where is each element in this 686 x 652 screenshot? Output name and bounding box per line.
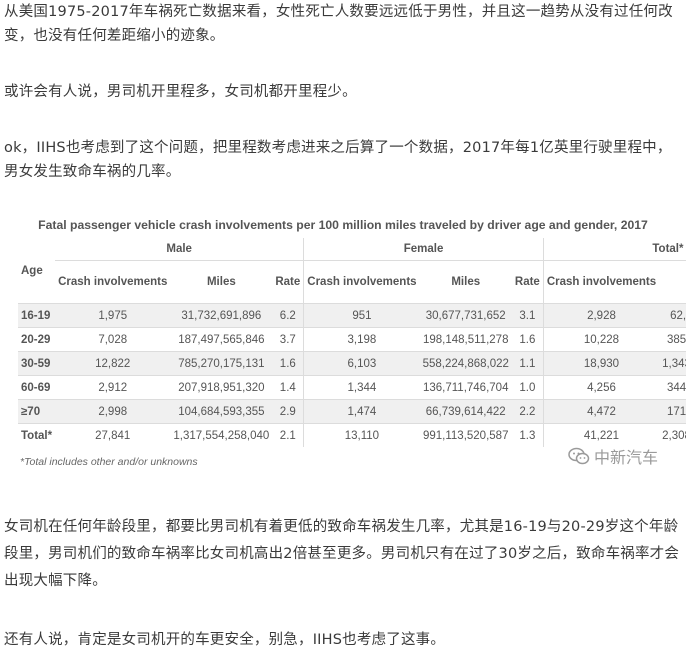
crash-rate-table-image: Fatal passenger vehicle crash involvemen… (14, 210, 686, 478)
female-rate-cell: 1.3 (511, 423, 544, 447)
table-row-total: Total* 27,841 1,317,554,258,040 2.1 13,1… (18, 423, 686, 447)
female-crash-cell: 951 (303, 303, 420, 328)
male-crash-cell: 27,841 (55, 423, 171, 447)
male-rate-cell: 6.2 (272, 303, 304, 328)
total-crash-cell: 2,928 (542, 303, 660, 328)
female-crash-cell: 1,344 (303, 375, 420, 400)
male-rate-cell: 2.1 (272, 423, 304, 447)
male-miles-cell: 1,317,554,258,040 (170, 423, 273, 447)
col-header-crash: Crash involvements (542, 260, 660, 304)
male-crash-cell: 1,975 (55, 303, 171, 328)
crash-rate-table: Age Male Female Total* Crash involvement… (18, 238, 686, 447)
female-crash-cell: 6,103 (303, 351, 420, 376)
table-row: 60-69 2,912 207,918,951,320 1.4 1,344 13… (18, 375, 686, 400)
female-miles-cell: 198,148,511,278 (419, 327, 512, 352)
female-rate-cell: 3.1 (511, 303, 544, 328)
table-row: 30-59 12,822 785,270,175,131 1.6 6,103 5… (18, 351, 686, 376)
male-miles-cell: 187,497,565,846 (170, 327, 273, 352)
age-cell: Total* (18, 423, 56, 447)
age-cell: 16-19 (18, 303, 56, 328)
total-crash-cell: 41,221 (542, 423, 660, 447)
total-miles-cell: 1,343,495,043,154 (659, 351, 686, 376)
female-rate-cell: 1.6 (511, 327, 544, 352)
female-rate-cell: 1.0 (511, 375, 544, 400)
group-header-total: Total* (542, 238, 686, 261)
col-header-crash: Crash involvements (55, 260, 171, 304)
male-miles-cell: 104,684,593,355 (170, 399, 273, 424)
female-crash-cell: 3,198 (303, 327, 420, 352)
male-miles-cell: 207,918,951,320 (170, 375, 273, 400)
age-cell: 30-59 (18, 351, 56, 376)
female-miles-cell: 30,677,731,652 (419, 303, 512, 328)
table-title: Fatal passenger vehicle crash involvemen… (38, 218, 648, 232)
age-cell: 20-29 (18, 327, 56, 352)
col-header-rate: Rate (511, 260, 544, 304)
total-crash-cell: 18,930 (542, 351, 660, 376)
male-rate-cell: 3.7 (272, 327, 304, 352)
col-header-miles: Miles (659, 260, 686, 304)
watermark: 中新汽车 (568, 444, 658, 468)
col-header-miles: Miles (419, 260, 512, 304)
female-miles-cell: 991,113,520,587 (419, 423, 512, 447)
total-miles-cell: 344,630,698,024 (659, 375, 686, 400)
paragraph-analysis: 女司机在任何年龄段里，都要比男司机有着更低的致命车祸发生几率，尤其是16-19与… (4, 519, 680, 589)
age-cell: ≥70 (18, 399, 56, 424)
male-rate-cell: 1.6 (272, 351, 304, 376)
male-crash-cell: 2,912 (55, 375, 171, 400)
female-miles-cell: 66,739,614,422 (419, 399, 512, 424)
col-header-rate: Rate (272, 260, 304, 304)
total-crash-cell: 4,472 (542, 399, 660, 424)
table-row: 20-29 7,028 187,497,565,846 3.7 3,198 19… (18, 327, 686, 352)
male-miles-cell: 31,732,691,896 (170, 303, 273, 328)
paragraph-safety-objection: 还有人说，肯定是女司机开的车更安全，别急，IIHS也考虑了这事。 (4, 632, 446, 648)
male-crash-cell: 12,822 (55, 351, 171, 376)
age-cell: 60-69 (18, 375, 56, 400)
table-row: 16-19 1,975 31,732,691,896 6.2 951 30,67… (18, 303, 686, 328)
female-rate-cell: 2.2 (511, 399, 544, 424)
total-miles-cell: 385,646,077,124 (659, 327, 686, 352)
paragraph-iihs-data: ok，IIHS也考虑到了这个问题，把里程数考虑进来之后算了一个数据，2017年每… (4, 140, 672, 180)
paragraph-intro: 从美国1975-2017年车祸死亡数据来看，女性死亡人数要远远低于男性，并且这一… (4, 4, 673, 44)
total-miles-cell: 62,410,423,548 (659, 303, 686, 328)
paragraph-mileage-objection: 或许会有人说，男司机开里程多，女司机都开里程少。 (4, 84, 357, 100)
female-miles-cell: 558,224,868,022 (419, 351, 512, 376)
wechat-icon (568, 447, 590, 465)
age-header: Age (21, 264, 43, 277)
female-crash-cell: 1,474 (303, 399, 420, 424)
male-rate-cell: 2.9 (272, 399, 304, 424)
male-miles-cell: 785,270,175,131 (170, 351, 273, 376)
table-row: ≥70 2,998 104,684,593,355 2.9 1,474 66,7… (18, 399, 686, 424)
watermark-text: 中新汽车 (593, 448, 658, 467)
total-miles-cell: 2,308,667,778,627 (659, 423, 686, 447)
table-footnote: *Total includes other and/or unknowns (20, 456, 198, 468)
group-header-female: Female (303, 238, 544, 261)
total-crash-cell: 4,256 (542, 375, 660, 400)
male-crash-cell: 7,028 (55, 327, 171, 352)
male-rate-cell: 1.4 (272, 375, 304, 400)
female-crash-cell: 13,110 (303, 423, 420, 447)
male-crash-cell: 2,998 (55, 399, 171, 424)
col-header-crash: Crash involvements (303, 260, 420, 304)
total-crash-cell: 10,228 (542, 327, 660, 352)
female-rate-cell: 1.1 (511, 351, 544, 376)
group-header-male: Male (166, 243, 192, 255)
col-header-miles: Miles (170, 260, 273, 304)
total-miles-cell: 171,424,207,778 (659, 399, 686, 424)
female-miles-cell: 136,711,746,704 (419, 375, 512, 400)
